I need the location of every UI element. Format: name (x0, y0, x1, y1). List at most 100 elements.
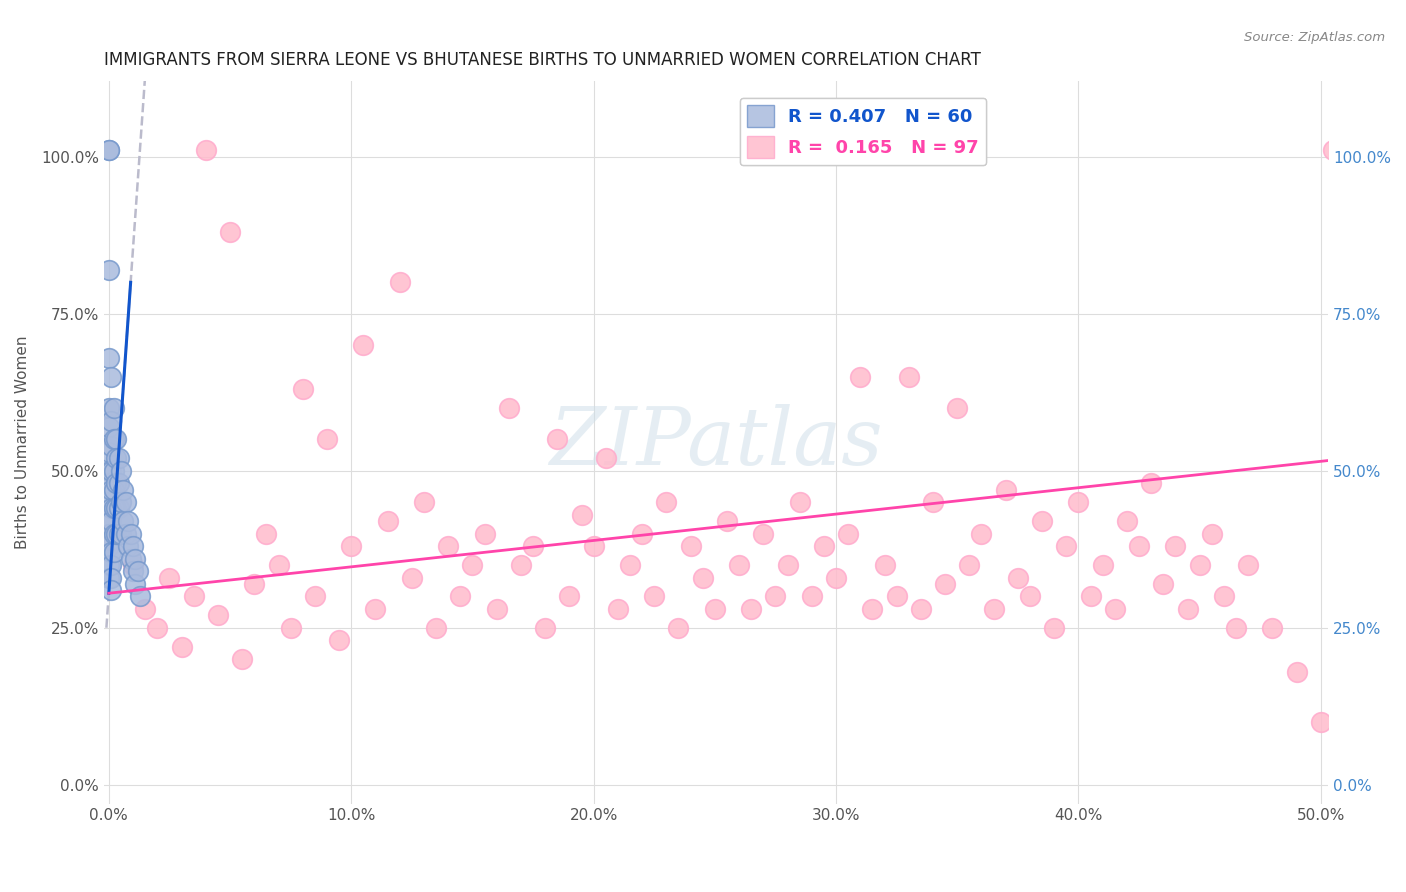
Point (122, 564, 145, 578)
Point (124, 576, 146, 591)
Point (97, 144, 120, 158)
Point (703, 602, 725, 616)
Point (103, 401, 125, 415)
Point (1225, 621, 1247, 635)
Point (97, 476, 120, 491)
Point (122, 539, 145, 553)
Point (97, 401, 120, 415)
Point (994, 483, 1017, 497)
Point (1177, 602, 1199, 616)
Point (692, 570, 714, 584)
Point (122, 558, 145, 572)
Point (825, 570, 848, 584)
Point (364, 602, 387, 616)
Point (110, 495, 132, 509)
Point (100, 501, 122, 516)
Point (103, 526, 125, 541)
Point (97, 144, 120, 158)
Point (401, 570, 423, 584)
Point (461, 558, 484, 572)
Point (546, 433, 568, 447)
Point (117, 514, 139, 528)
Point (1285, 665, 1308, 679)
Point (957, 558, 980, 572)
Point (114, 495, 136, 509)
Point (114, 526, 136, 541)
Point (105, 501, 128, 516)
Point (388, 276, 411, 290)
Point (103, 545, 125, 559)
Point (1212, 590, 1234, 604)
Point (1080, 590, 1102, 604)
Point (103, 464, 125, 478)
Point (103, 501, 125, 516)
Point (1237, 558, 1260, 572)
Point (449, 590, 471, 604)
Point (1054, 539, 1077, 553)
Point (571, 508, 593, 522)
Point (100, 464, 122, 478)
Point (1091, 558, 1114, 572)
Point (129, 590, 152, 604)
Point (352, 338, 374, 352)
Point (983, 602, 1005, 616)
Point (668, 621, 690, 635)
Point (655, 495, 678, 509)
Point (100, 570, 122, 584)
Point (120, 551, 142, 566)
Point (1104, 602, 1126, 616)
Point (776, 558, 799, 572)
Text: IMMIGRANTS FROM SIERRA LEONE VS BHUTANESE BIRTHS TO UNMARRIED WOMEN CORRELATION : IMMIGRANTS FROM SIERRA LEONE VS BHUTANES… (104, 51, 981, 69)
Point (558, 590, 581, 604)
Point (183, 590, 205, 604)
Point (97, 514, 120, 528)
Point (873, 558, 896, 572)
Point (1322, 144, 1344, 158)
Point (765, 590, 787, 604)
Point (97, 464, 120, 478)
Point (800, 590, 823, 604)
Point (498, 401, 520, 415)
Point (582, 539, 605, 553)
Point (316, 433, 339, 447)
Point (110, 464, 132, 478)
Point (107, 451, 129, 466)
Legend: R = 0.407   N = 60, R =  0.165   N = 97: R = 0.407 N = 60, R = 0.165 N = 97 (740, 97, 986, 165)
Point (107, 501, 129, 516)
Point (886, 590, 908, 604)
Point (243, 576, 266, 591)
Point (922, 495, 945, 509)
Point (910, 602, 932, 616)
Point (752, 526, 775, 541)
Point (231, 652, 253, 666)
Point (100, 413, 122, 427)
Point (849, 369, 872, 384)
Point (112, 514, 135, 528)
Point (716, 514, 738, 528)
Point (134, 602, 156, 616)
Point (170, 640, 193, 654)
Point (100, 545, 122, 559)
Point (1140, 476, 1163, 491)
Point (1309, 714, 1331, 729)
Point (124, 551, 146, 566)
Point (127, 564, 149, 578)
Point (219, 225, 242, 239)
Point (631, 526, 654, 541)
Point (534, 621, 557, 635)
Point (1128, 539, 1150, 553)
Point (254, 526, 277, 541)
Point (146, 621, 169, 635)
Point (595, 451, 617, 466)
Point (100, 514, 122, 528)
Point (107, 526, 129, 541)
Point (97, 526, 120, 541)
Y-axis label: Births to Unmarried Women: Births to Unmarried Women (15, 335, 30, 549)
Point (105, 451, 128, 466)
Point (897, 369, 920, 384)
Point (1031, 514, 1053, 528)
Point (1188, 558, 1211, 572)
Point (509, 558, 531, 572)
Point (97, 351, 120, 365)
Point (291, 382, 314, 396)
